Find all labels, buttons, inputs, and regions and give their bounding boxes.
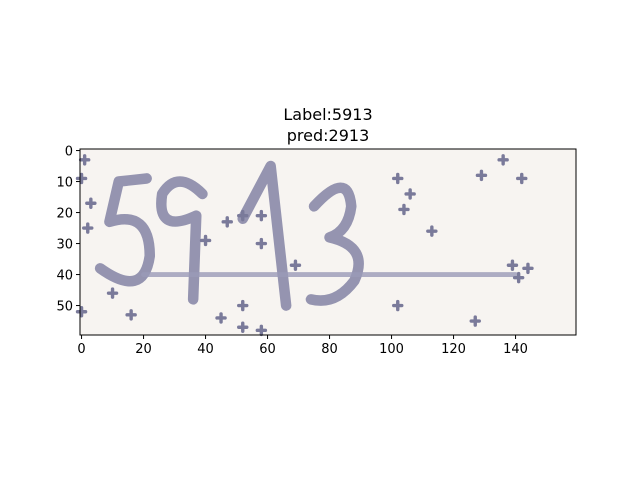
noise-cross [289,259,302,271]
y-tick-label: 10 [56,176,73,191]
noise-cross [237,299,249,312]
y-tick-label: 50 [56,300,73,315]
x-tick-label: 140 [503,342,528,357]
noise-cross [516,172,528,185]
noise-cross [398,203,410,216]
noise-cross [506,259,519,271]
noise-cross [75,306,88,318]
noise-cross [82,222,94,234]
y-tick-label: 30 [56,238,73,253]
glyph-stroke [305,182,364,306]
noise-cross [237,321,249,333]
noise-cross [221,216,233,228]
glyph-stroke [237,160,292,311]
noise-cross [78,154,91,166]
y-tick-label: 0 [65,145,73,160]
title-line: Label:5913 [283,105,372,124]
title-line: pred:2913 [287,126,370,145]
noise-cross [255,237,268,250]
noise-cross [497,154,509,166]
x-tick-label: 20 [135,342,152,357]
x-tick-label: 0 [77,342,85,357]
noise-cross [85,197,97,209]
x-tick-label: 40 [197,342,214,357]
noise-cross [255,324,268,337]
noise-cross [426,225,438,237]
noise-cross [75,172,88,185]
x-tick-label: 100 [379,342,404,357]
noise-cross [199,234,212,247]
noise-cross [215,312,227,324]
noise-cross [106,287,119,299]
x-tick-label: 80 [321,342,338,357]
noise-cross [512,271,525,284]
axes: 0 20 40 60 80 100 120 140 0 10 20 30 40 50 [56,145,577,357]
captcha-image [75,149,576,337]
glyph-stroke [94,173,156,287]
glyph-stroke [156,176,208,305]
image-content [75,154,534,337]
y-tick-label: 40 [56,269,73,284]
noise-cross [237,209,249,222]
axes-frame [79,148,577,336]
noise-cross [255,209,268,222]
noise-cross [125,309,137,321]
noise-cross [475,169,488,182]
noise-cross [469,315,481,327]
noise-cross [392,299,404,312]
noise-cross [392,172,404,185]
x-tick-label: 120 [441,342,466,357]
noise-cross [404,188,416,200]
x-tick-label: 60 [259,342,276,357]
noise-cross [522,262,534,275]
y-tick-label: 20 [56,207,73,222]
